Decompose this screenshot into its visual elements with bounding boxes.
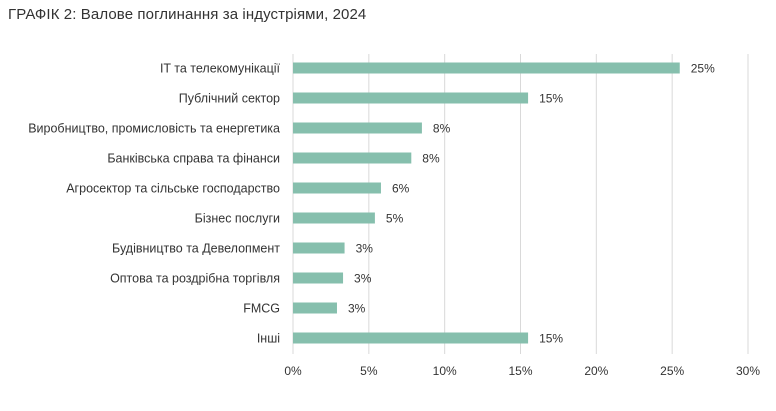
category-label: Виробництво, промисловість та енергетика [28, 122, 280, 136]
x-tick-label: 25% [660, 364, 684, 378]
category-label: FMCG [243, 302, 280, 316]
category-label: Будівництво та Девелопмент [112, 242, 280, 256]
category-label: Публічний сектор [179, 92, 280, 106]
chart-title: ГРАФІК 2: Валове поглинання за індустрія… [8, 6, 367, 23]
bar-layer [293, 62, 680, 344]
bar [293, 182, 381, 194]
category-label: Агросектор та сільське господарство [66, 182, 280, 196]
category-label: Оптова та роздрібна торгівля [110, 272, 280, 286]
category-label: Інші [257, 332, 280, 346]
tick-layer: 0% 5% 10% 15% 20% 25% 30% [284, 364, 760, 378]
bar [293, 152, 412, 164]
bar [293, 212, 375, 224]
x-tick-label: 10% [433, 364, 457, 378]
label-layer: IT та телекомунікації 25% Публічний сектор… [28, 62, 715, 346]
category-label: Банківська справа та фінанси [107, 152, 280, 166]
data-label: 8% [433, 122, 451, 136]
bar [293, 92, 529, 104]
category-label: IT та телекомунікації [160, 62, 281, 76]
category-label: Бізнес послуги [195, 212, 280, 226]
data-label: 15% [539, 332, 563, 346]
x-tick-label: 15% [508, 364, 532, 378]
data-label: 3% [356, 242, 374, 256]
data-label: 5% [386, 212, 404, 226]
data-label: 8% [422, 152, 440, 166]
bar [293, 272, 344, 284]
data-label: 3% [354, 272, 372, 286]
x-tick-label: 30% [736, 364, 760, 378]
x-tick-label: 20% [584, 364, 608, 378]
bar [293, 332, 529, 344]
bar [293, 242, 345, 254]
x-tick-label: 5% [360, 364, 378, 378]
data-label: 25% [691, 62, 715, 76]
bar [293, 302, 337, 314]
data-label: 15% [539, 92, 563, 106]
bar [293, 62, 680, 74]
bar [293, 122, 422, 134]
data-label: 3% [348, 302, 366, 316]
x-tick-label: 0% [284, 364, 302, 378]
data-label: 6% [392, 182, 410, 196]
